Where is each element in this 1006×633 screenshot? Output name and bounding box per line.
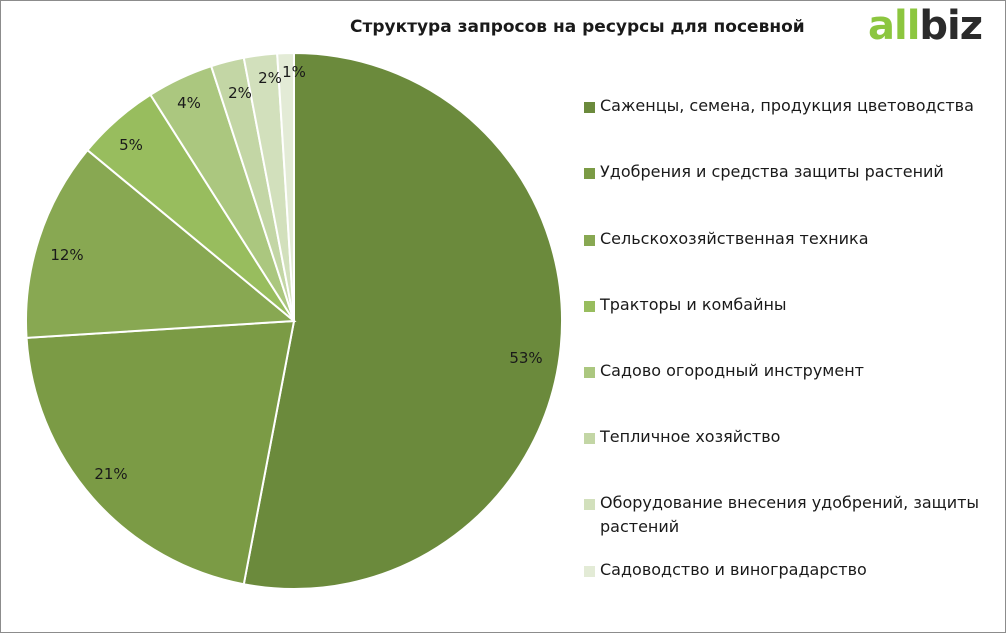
logo-part-all: all [868, 3, 920, 49]
slice-data-label-1: 53% [509, 349, 542, 367]
slice-data-label-5: 4% [177, 94, 201, 112]
slice-data-label-7: 2% [258, 69, 282, 87]
logo-part-biz: biz [919, 3, 983, 49]
legend-swatch [584, 566, 595, 577]
chart-title: Структура запросов на ресурсы для посевн… [350, 17, 805, 37]
legend-swatch [584, 433, 595, 444]
legend-label: Садово огородный инструмент [600, 361, 864, 380]
legend-item-6: Тепличное хозяйство [584, 427, 1000, 449]
legend-label: Оборудование внесения удобрений, защиты … [600, 493, 980, 536]
slice-data-label-6: 2% [228, 84, 252, 102]
legend-label: Сельскохозяйственная техника [600, 229, 869, 248]
legend-label: Садоводство и виноградарство [600, 560, 867, 579]
pie-slice-3 [25, 148, 297, 339]
legend-swatch [584, 235, 595, 246]
legend-label: Удобрения и средства защиты растений [600, 162, 944, 181]
slice-data-label-2: 21% [94, 465, 127, 483]
legend-item-4: Тракторы и комбайны [584, 295, 1000, 317]
slice-data-label-3: 12% [50, 246, 83, 264]
legend-item-7: Оборудование внесения удобрений, защиты … [584, 493, 1000, 539]
allbiz-logo: allbiz [868, 3, 983, 49]
legend-swatch [584, 301, 595, 312]
legend-swatch [584, 168, 595, 179]
pie-slice-8 [276, 51, 295, 322]
legend-swatch [584, 367, 595, 378]
pie-slice-2 [25, 319, 296, 586]
legend-label: Тракторы и комбайны [600, 295, 787, 314]
legend-label: Саженцы, семена, продукция цветоводства [600, 96, 974, 115]
legend-item-2: Удобрения и средства защиты растений [584, 162, 1000, 184]
legend-item-5: Садово огородный инструмент [584, 361, 1000, 383]
pie-slice-1 [242, 51, 564, 590]
legend-label: Тепличное хозяйство [600, 427, 781, 446]
legend-swatch [584, 102, 595, 113]
legend-item-3: Сельскохозяйственная техника [584, 229, 1000, 251]
slice-data-label-8: 1% [282, 63, 306, 81]
legend-item-1: Саженцы, семена, продукция цветоводства [584, 96, 1000, 118]
slice-data-label-4: 5% [119, 136, 143, 154]
legend-swatch [584, 499, 595, 510]
legend-item-8: Садоводство и виноградарство [584, 560, 1000, 582]
